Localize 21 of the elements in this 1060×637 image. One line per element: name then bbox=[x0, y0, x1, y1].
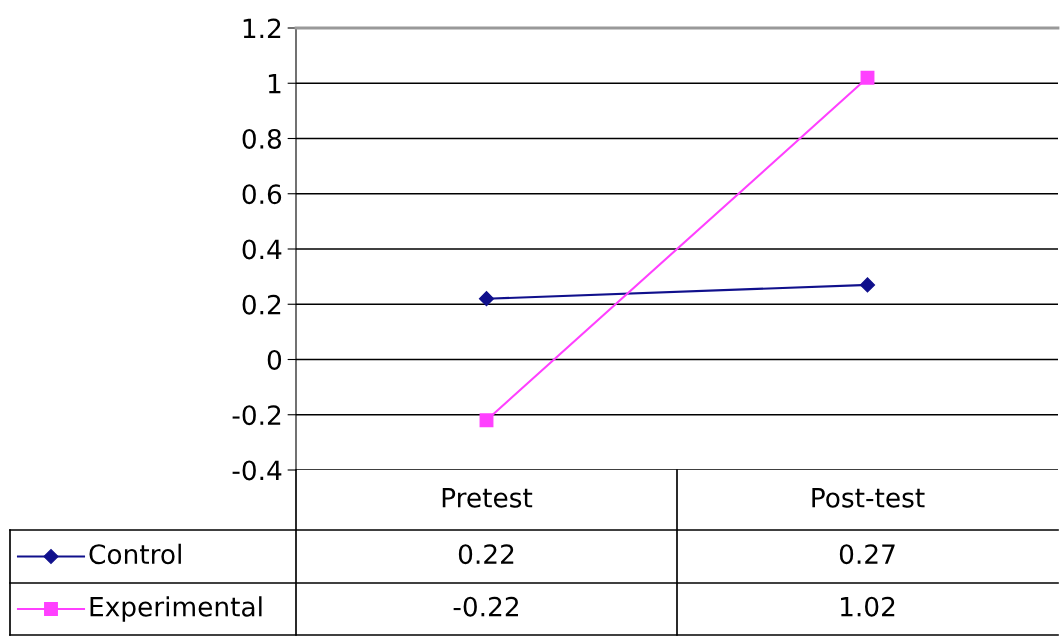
data-label: 1.02 bbox=[841, 596, 895, 617]
y-tick-label: 1 bbox=[268, 74, 281, 94]
y-tick-label: 0 bbox=[267, 349, 282, 370]
legend-label: Experimental bbox=[90, 596, 262, 622]
y-tick-label: 0.2 bbox=[242, 294, 281, 315]
x-tick-label: Post-test bbox=[812, 488, 925, 508]
y-tick-label: 0.8 bbox=[242, 128, 281, 149]
y-tick-label: 0.6 bbox=[242, 184, 282, 205]
y-tick-label: 0.4 bbox=[242, 239, 282, 260]
point bbox=[479, 413, 494, 428]
point bbox=[859, 277, 876, 293]
data-label: 0.27 bbox=[839, 544, 895, 565]
y-tick-label: -0.4 bbox=[232, 460, 282, 481]
legend-label: Control bbox=[89, 543, 181, 565]
y-tick-label: -0.2 bbox=[232, 405, 281, 426]
data-label: -0.22 bbox=[453, 596, 518, 617]
point bbox=[860, 70, 875, 85]
x-tick-label: Pretest bbox=[442, 488, 533, 508]
point bbox=[478, 291, 495, 307]
y-tick-label: 1.2 bbox=[243, 18, 281, 39]
data-label: 0.22 bbox=[458, 544, 514, 565]
